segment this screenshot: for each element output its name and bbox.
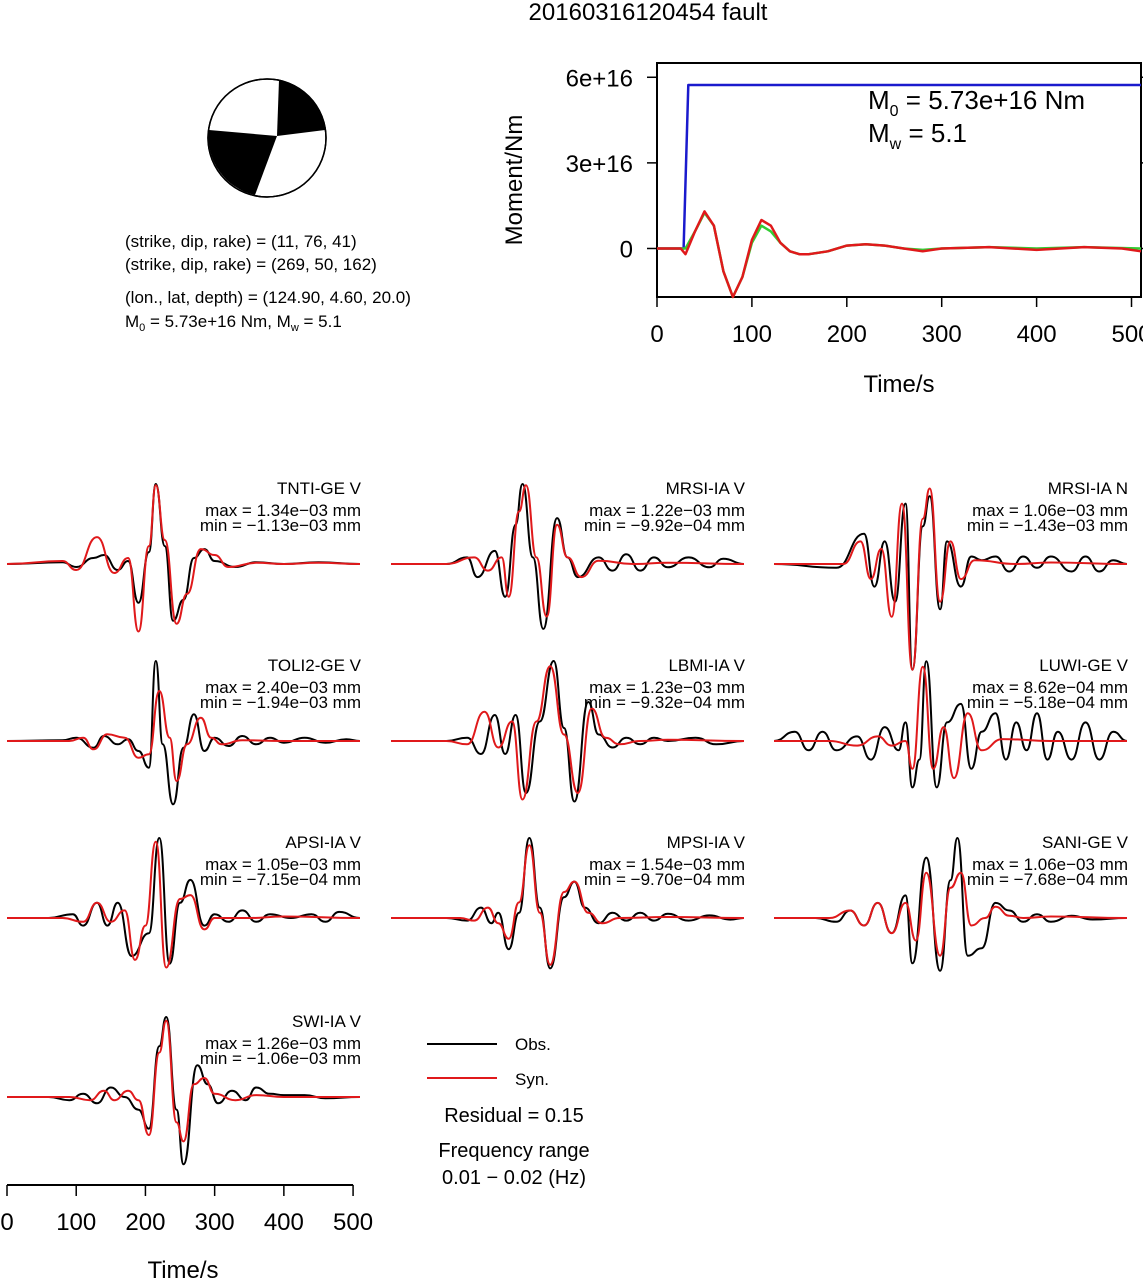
time-axis-tick-label: 200	[125, 1209, 165, 1236]
nodal-plane-1: (strike, dip, rake) = (11, 76, 41)	[125, 232, 357, 251]
moment-y-tick-label: 3e+16	[566, 151, 633, 178]
figure-title: 20160316120454 fault	[529, 0, 768, 26]
station-name: MRSI-IA V	[666, 479, 746, 498]
station-max: max = 1.06e−03 mm	[972, 501, 1128, 520]
legend-syn-label: Syn.	[515, 1070, 549, 1089]
residual-label: Residual = 0.15	[444, 1105, 584, 1127]
time-axis-tick-label: 100	[56, 1209, 96, 1236]
station-min: min = −1.94e−03 mm	[200, 693, 361, 712]
frequency-range-value: 0.01 − 0.02 (Hz)	[442, 1167, 586, 1189]
moment-x-axis-label: Time/s	[863, 371, 934, 398]
station-max: max = 1.22e−03 mm	[589, 501, 745, 520]
synthetic-trace	[390, 484, 745, 618]
station-min: min = −5.18e−04 mm	[967, 693, 1128, 712]
station-max: max = 1.06e−03 mm	[972, 855, 1128, 874]
moment-x-tick-label: 200	[827, 321, 867, 348]
station-min: min = −1.43e−03 mm	[967, 516, 1128, 535]
moment-mw-label: Mw = 5.1	[868, 118, 967, 153]
moment-x-tick-label: 0	[650, 321, 663, 348]
station-name: TOLI2-GE V	[268, 656, 362, 675]
moment-y-tick-label: 0	[620, 236, 633, 263]
time-axis-tick-label: 400	[264, 1209, 304, 1236]
moment-magnitude-info: M0 = 5.73e+16 Nm, Mw = 5.1	[125, 312, 342, 334]
hypocenter-info: (lon., lat, depth) = (124.90, 4.60, 20.0…	[125, 288, 411, 307]
station-max: max = 8.62e−04 mm	[972, 678, 1128, 697]
synthetic-trace	[7, 1019, 360, 1143]
station-min: min = −7.15e−04 mm	[200, 870, 361, 889]
station-name: MPSI-IA V	[667, 833, 746, 852]
station-name: LBMI-IA V	[668, 656, 745, 675]
moment-x-tick-label: 100	[732, 321, 772, 348]
station-min: min = −9.32e−04 mm	[584, 693, 745, 712]
station-max: max = 1.05e−03 mm	[205, 855, 361, 874]
observed-trace	[773, 495, 1128, 671]
nodal-plane-2: (strike, dip, rake) = (269, 50, 162)	[125, 255, 377, 274]
time-axis-tick-label: 0	[0, 1209, 13, 1236]
station-name: TNTI-GE V	[277, 479, 362, 498]
legend: Obs. Syn. Residual = 0.15 Frequency rang…	[427, 1035, 590, 1189]
synthetic-trace	[774, 665, 1127, 780]
moment-x-tick-label: 300	[922, 321, 962, 348]
moment-y-tick-label: 6e+16	[566, 65, 633, 92]
station-min: min = −1.13e−03 mm	[200, 516, 361, 535]
synthetic-trace	[6, 484, 361, 633]
station-min: min = −7.68e−04 mm	[967, 870, 1128, 889]
observed-trace	[773, 660, 1128, 789]
moment-m0-label: M0 = 5.73e+16 Nm	[868, 85, 1085, 120]
station-max: max = 1.26e−03 mm	[205, 1034, 361, 1053]
synthetic-trace	[391, 665, 745, 801]
mechanism-info: (strike, dip, rake) = (11, 76, 41) (stri…	[125, 232, 411, 334]
frequency-range-title: Frequency range	[438, 1140, 589, 1162]
station-name: LUWI-GE V	[1039, 656, 1128, 675]
time-axis-tick-label: 500	[333, 1209, 373, 1236]
moment-plot: 0 100 200 300 400 500 0 3e+16 6e+16 Time/s Moment/…	[501, 62, 1143, 398]
station-name: MRSI-IA N	[1048, 479, 1128, 498]
moment-y-axis-label: Moment/Nm	[501, 115, 528, 246]
station-max: max = 2.40e−03 mm	[205, 678, 361, 697]
synthetic-trace	[774, 871, 1128, 957]
moment-series-red	[657, 210, 1142, 299]
observed-trace	[391, 836, 745, 970]
moment-x-tick-label: 500	[1111, 321, 1143, 348]
station-min: min = −9.92e−04 mm	[584, 516, 745, 535]
focal-mechanism-beachball	[207, 78, 327, 198]
synthetic-trace	[773, 487, 1128, 671]
station-min: min = −9.70e−04 mm	[584, 870, 745, 889]
station-name: SANI-GE V	[1042, 833, 1129, 852]
moment-plot-frame	[656, 62, 1142, 298]
waveform-time-axis: 0 100 200 300 400 500 Time/s	[0, 1184, 373, 1281]
station-name: APSI-IA V	[285, 833, 361, 852]
time-axis-tick-label: 300	[195, 1209, 235, 1236]
station-max: max = 1.34e−03 mm	[205, 501, 361, 520]
station-max: max = 1.23e−03 mm	[589, 678, 745, 697]
station-min: min = −1.06e−03 mm	[200, 1049, 361, 1068]
station-max: max = 1.54e−03 mm	[589, 855, 745, 874]
synthetic-trace	[7, 689, 360, 783]
synthetic-trace	[7, 840, 361, 969]
station-name: SWI-IA V	[292, 1012, 362, 1031]
moment-series-green	[657, 211, 1142, 299]
moment-x-tick-label: 400	[1017, 321, 1057, 348]
synthetic-trace	[391, 844, 745, 966]
legend-obs-label: Obs.	[515, 1035, 551, 1054]
time-axis-label: Time/s	[147, 1257, 218, 1281]
